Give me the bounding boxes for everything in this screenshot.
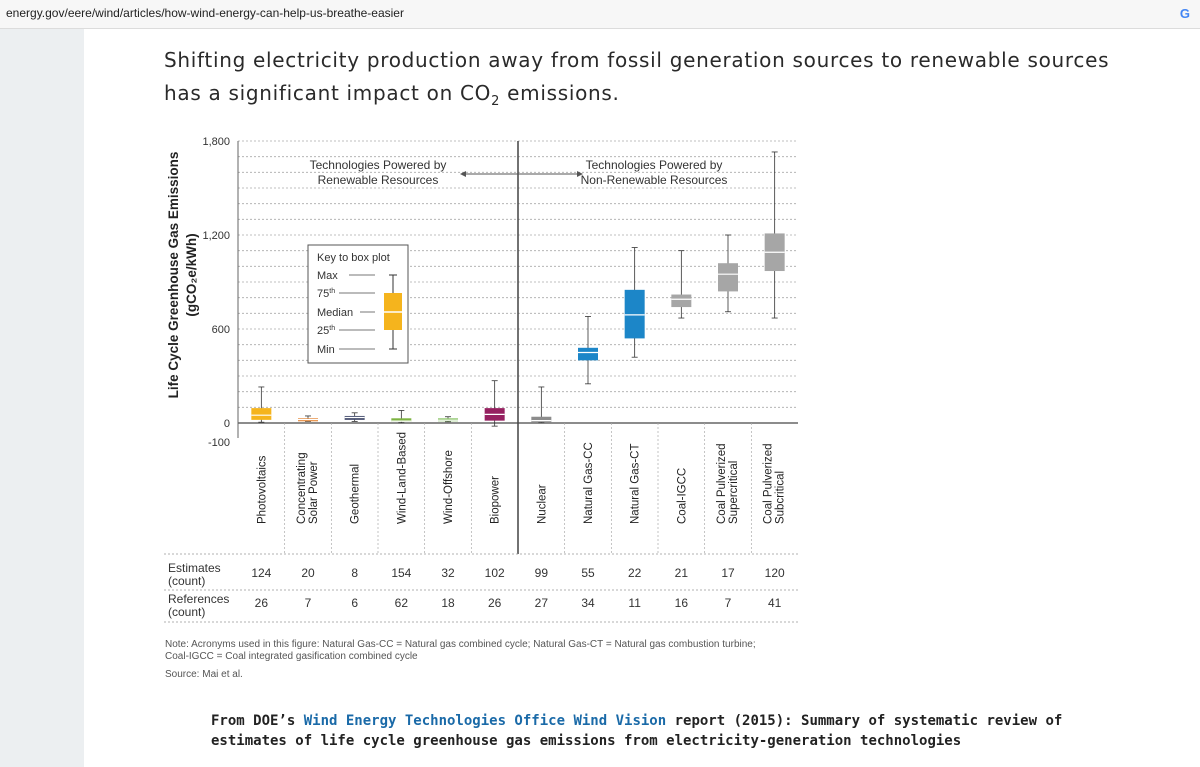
estimates-cell: 102 <box>485 566 505 580</box>
estimates-header-line2: (count) <box>168 574 205 588</box>
estimates-cell: 124 <box>251 566 271 580</box>
key-25th: 25th <box>317 325 335 337</box>
estimates-cell: 20 <box>301 566 315 580</box>
figure-note-line1: Note: Acronyms used in this figure: Natu… <box>165 639 756 650</box>
caption-suffix: report (2015): Summary of systematic rev… <box>211 713 1063 749</box>
y-tick-label: 600 <box>212 324 230 336</box>
url-text[interactable]: energy.gov/eere/wind/articles/how-wind-e… <box>6 6 404 20</box>
category-label: Natural Gas-CT <box>630 443 642 524</box>
key-min: Min <box>317 344 335 356</box>
category-label: Geothermal <box>350 464 362 524</box>
browser-address-bar[interactable]: energy.gov/eere/wind/articles/how-wind-e… <box>0 0 1200 29</box>
category-label: Coal Pulverized <box>763 443 775 524</box>
references-cell: 11 <box>628 596 641 610</box>
references-cell: 7 <box>725 596 732 610</box>
references-cell: 27 <box>535 596 549 610</box>
group-arrow-head-right <box>577 171 583 177</box>
category-label-line2: Supercritical <box>728 461 740 524</box>
article-page: Shifting electricity production away fro… <box>84 29 1200 767</box>
estimates-header-line1: Estimates <box>168 561 221 575</box>
key-25-sup: th <box>329 325 335 332</box>
box <box>391 418 412 422</box>
references-header-line2: (count) <box>168 605 205 619</box>
google-icon[interactable]: G <box>1179 6 1190 21</box>
references-cell: 34 <box>581 596 595 610</box>
key-title: Key to box plot <box>317 252 390 264</box>
box <box>718 263 738 292</box>
emissions-figure: Life Cycle Greenhouse Gas Emissions (gCO… <box>164 136 798 680</box>
category-label: Concentrating <box>296 452 308 524</box>
estimates-cell: 8 <box>351 566 358 580</box>
estimates-cell: 21 <box>675 566 689 580</box>
category-label: Wind-Offshore <box>443 450 455 524</box>
key-75th: 75th <box>317 288 335 300</box>
category-labels: Photovoltaics Concentrating Solar Power Geo… <box>256 432 786 524</box>
estimates-cell: 154 <box>391 566 411 580</box>
estimates-cell: 55 <box>581 566 595 580</box>
references-cell: 6 <box>351 596 358 610</box>
key-median: Median <box>317 307 353 319</box>
category-label: Nuclear <box>536 484 548 524</box>
references-cell: 16 <box>675 596 689 610</box>
intro-paragraph: Shifting electricity production away fro… <box>164 44 1124 118</box>
wind-vision-link[interactable]: Wind Energy Technologies Office Wind Vis… <box>303 713 667 729</box>
y-tick-label: 1,200 <box>202 230 230 242</box>
caption-prefix: From DOE’s <box>211 713 304 729</box>
renewable-label-line2: Renewable Resources <box>318 173 439 187</box>
category-label: Coal Pulverized <box>716 443 728 524</box>
estimates-cell: 22 <box>628 566 642 580</box>
references-cell: 62 <box>395 596 409 610</box>
gridlines <box>164 140 798 623</box>
category-label: Biopower <box>490 476 502 524</box>
nonrenewable-label-line2: Non-Renewable Resources <box>581 173 728 187</box>
key-75: 75 <box>317 288 329 300</box>
estimates-cell: 99 <box>535 566 549 580</box>
count-table: 124 26 20 7 8 6 154 62 32 18 102 26 99 27 55 34 22 11 21 16… <box>251 566 785 610</box>
y-tick-label: -100 <box>208 437 230 449</box>
key-25: 25 <box>317 325 329 337</box>
category-label: Photovoltaics <box>256 455 268 524</box>
box <box>671 294 692 308</box>
y-tick-label: 1,800 <box>202 136 230 148</box>
box <box>251 408 272 420</box>
category-label: Natural Gas-CC <box>583 442 595 524</box>
y-tick-label: 0 <box>224 418 230 430</box>
category-label-line2: Subcritical <box>775 471 787 524</box>
nonrenewable-label-line1: Technologies Powered by <box>586 158 723 172</box>
references-cell: 26 <box>488 596 502 610</box>
category-label: Wind-Land-Based <box>396 432 408 524</box>
estimates-cell: 17 <box>721 566 735 580</box>
box <box>624 289 645 339</box>
intro-text-end: emissions. <box>500 81 620 105</box>
category-label: Coal-IGCC <box>676 468 688 524</box>
renewable-label-line1: Technologies Powered by <box>310 158 447 172</box>
boxplot-key: Key to box plot Max 75th Median 25th Min <box>307 244 409 364</box>
intro-text: Shifting electricity production away fro… <box>164 48 1110 105</box>
figure-caption: From DOE’s Wind Energy Technologies Offi… <box>211 711 1111 751</box>
box-plots <box>251 151 785 427</box>
estimates-cell: 120 <box>765 566 785 580</box>
box <box>531 416 552 423</box>
category-label-line2: Solar Power <box>308 461 320 524</box>
key-max: Max <box>317 270 338 282</box>
references-cell: 18 <box>441 596 455 610</box>
references-header-line1: References <box>168 592 229 606</box>
estimates-cell: 32 <box>441 566 455 580</box>
references-cell: 7 <box>305 596 312 610</box>
figure-source: Source: Mai et al. <box>165 669 243 680</box>
references-cell: 41 <box>768 596 782 610</box>
references-cell: 26 <box>255 596 269 610</box>
group-arrow-head-left <box>460 171 466 177</box>
y-tick-labels: 1,800 1,200 600 0 -100 <box>202 136 230 449</box>
box <box>578 347 598 361</box>
y-axis-unit: (gCO₂e/kWh) <box>184 233 199 316</box>
figure-note-line2: Coal-IGCC = Coal integrated gasification… <box>165 651 418 662</box>
y-axis-label: Life Cycle Greenhouse Gas Emissions <box>166 152 181 399</box>
intro-subscript: 2 <box>491 94 501 109</box>
key-75-sup: th <box>329 288 335 295</box>
